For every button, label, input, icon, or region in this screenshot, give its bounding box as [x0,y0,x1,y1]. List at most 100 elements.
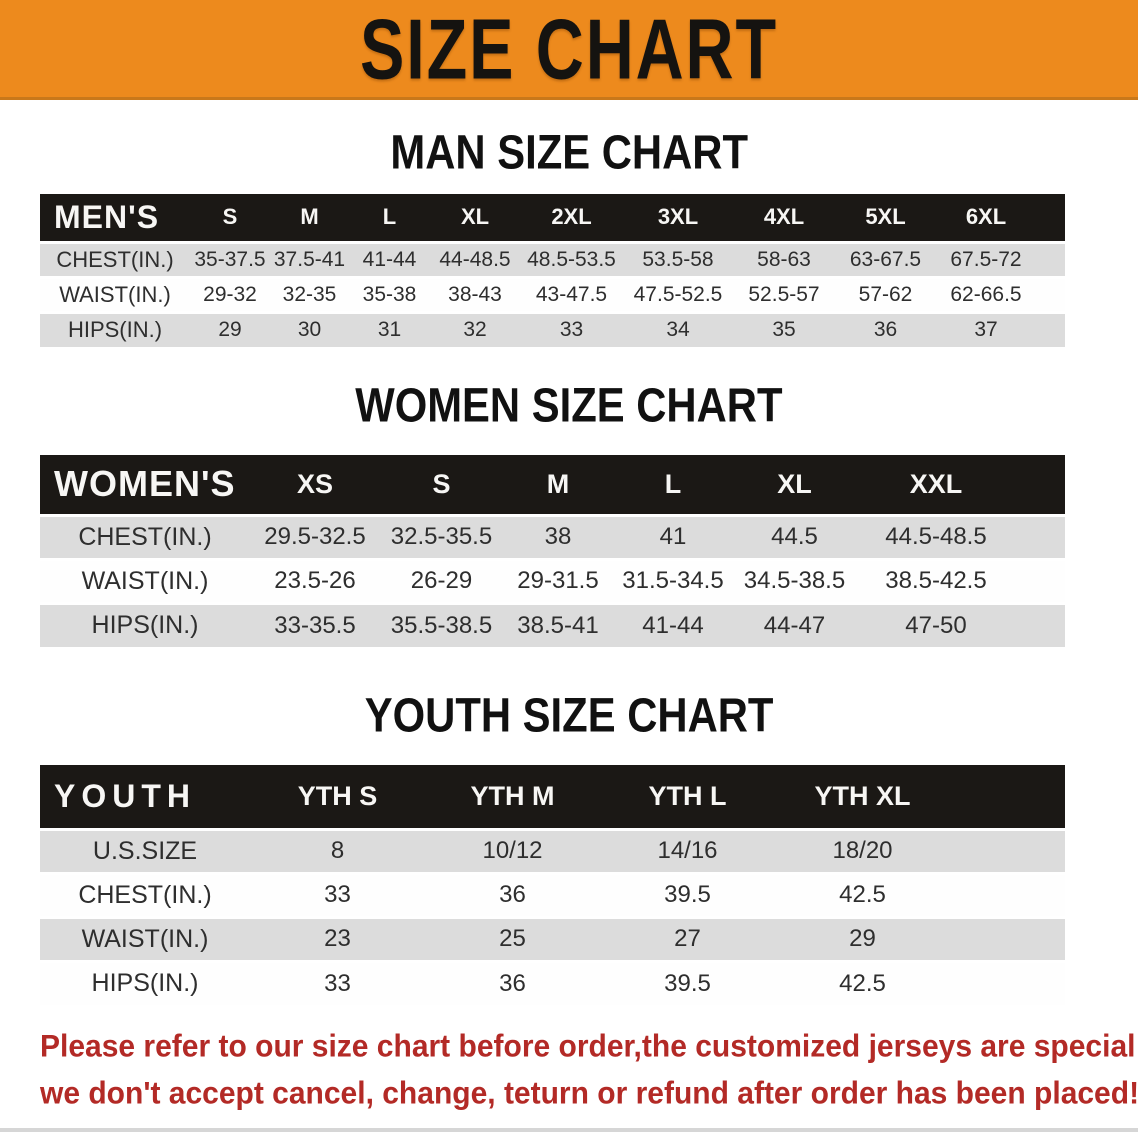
row-label: U.S.SIZE [92,836,198,865]
size-value: 38.5-41 [517,611,599,639]
size-value: 34 [666,318,690,342]
row-label: CHEST(IN.) [78,880,212,909]
size-value: 10/12 [482,837,543,864]
row-label: HIPS(IN.) [91,969,199,998]
size-value: 38-43 [448,282,502,306]
size-value: 29-31.5 [517,567,599,594]
column-header: XL [460,204,490,230]
size-value: 30 [297,318,322,342]
size-value: 53.5-58 [642,247,714,271]
disclaimer-note: Please refer to our size chart before or… [40,1023,1138,1117]
size-value: 35-38 [362,282,417,306]
youth-corner-label: YOUTH [54,777,196,814]
size-value: 63-67.5 [849,247,922,271]
women-heading-text: WOMEN SIZE CHART [355,378,783,433]
column-header: 5XL [865,204,906,230]
size-value: 44.5 [771,523,818,550]
column-header: M [546,468,570,499]
table-row: HIPS(IN.) 29 30 31 32 33 34 35 36 37 [40,312,1065,347]
column-header: YTH S [297,780,378,811]
size-value: 41-44 [642,611,704,639]
size-value: 25 [499,925,526,952]
size-value: 47-50 [905,611,967,639]
size-value: 33 [324,881,351,908]
size-value: 44-47 [763,611,826,639]
size-value: 35-37.5 [194,247,266,271]
column-header: S [222,204,238,230]
size-value: 57-62 [858,282,913,306]
table-row: CHEST(IN.) 35-37.5 37.5-41 41-44 44-48.5… [40,242,1065,277]
size-value: 41-44 [362,247,417,271]
size-value: 23 [324,925,351,952]
size-value: 27 [674,925,701,952]
table-row: U.S.SIZE 8 10/12 14/16 18/20 [40,829,1065,873]
table-row: CHEST(IN.) 33 36 39.5 42.5 [40,873,1065,917]
size-value: 33-35.5 [274,611,356,639]
table-row: HIPS(IN.) 33-35.5 35.5-38.5 38.5-41 41-4… [40,603,1065,647]
youth-section-heading: YOUTH SIZE CHART [0,688,1138,743]
size-value: 42.5 [839,881,886,908]
men-size-table: MEN'S S M L XL 2XL 3XL 4XL 5XL 6XL CHEST… [40,194,1065,347]
size-value: 32-35 [282,282,337,306]
column-header: XL [777,468,812,499]
table-spacer [950,873,1065,917]
size-value: 36 [499,969,526,997]
column-header: YTH L [648,780,727,811]
size-value: 29 [849,925,876,952]
column-header: YTH M [470,780,555,811]
row-label: HIPS(IN.) [91,611,199,640]
size-value: 32 [463,318,487,342]
row-label: WAIST(IN.) [81,566,209,595]
table-row: WAIST(IN.) 29-32 32-35 35-38 38-43 43-47… [40,277,1065,312]
banner-title: SIZE CHART [360,0,778,97]
size-value: 29-32 [203,282,257,306]
women-size-table: WOMEN'S XS S M L XL XXL CHEST(IN.) 29.5-… [40,455,1065,647]
table-spacer [950,961,1065,1005]
size-value: 52.5-57 [748,282,820,306]
size-value: 42.5 [839,969,886,997]
size-value: 36 [873,318,898,342]
size-value: 32.5-35.5 [390,523,493,550]
table-spacer [950,765,1065,829]
size-value: 35.5-38.5 [390,611,493,639]
table-spacer [1016,603,1065,647]
size-value: 41 [659,523,687,550]
size-value: 31 [377,318,402,342]
size-value: 44.5-48.5 [885,523,987,550]
column-header: XXL [909,468,963,499]
table-spacer [1016,455,1065,515]
size-value: 36 [499,881,526,908]
column-header: 2XL [551,204,592,230]
column-header: 3XL [657,204,699,230]
table-spacer [1036,194,1065,242]
table-row: WAIST(IN.) 23.5-26 26-29 29-31.5 31.5-34… [40,559,1065,603]
women-header-row: WOMEN'S XS S M L XL XXL [40,455,1065,515]
table-spacer [1036,312,1065,347]
table-spacer [950,917,1065,961]
size-value: 48.5-53.5 [527,247,616,271]
size-value: 67.5-72 [950,247,1022,271]
table-row: HIPS(IN.) 33 36 39.5 42.5 [40,961,1065,1005]
size-value: 31.5-34.5 [622,567,724,594]
column-header: XS [296,468,334,499]
table-spacer [1036,277,1065,312]
size-value: 43-47.5 [535,282,608,306]
men-heading-text: MAN SIZE CHART [390,125,748,180]
size-value: 39.5 [664,969,711,997]
men-header-row: MEN'S S M L XL 2XL 3XL 4XL 5XL 6XL [40,194,1065,242]
size-value: 35 [772,318,796,342]
youth-heading-text: YOUTH SIZE CHART [364,688,774,743]
size-value: 39.5 [664,881,711,908]
size-value: 47.5-52.5 [633,282,723,306]
women-section-heading: WOMEN SIZE CHART [0,378,1138,433]
men-section-heading: MAN SIZE CHART [0,125,1138,180]
size-value: 62-66.5 [950,282,1022,306]
table-spacer [1016,559,1065,603]
table-spacer [950,829,1065,873]
size-value: 44-48.5 [439,247,511,271]
column-header: 4XL [763,204,805,230]
row-label: HIPS(IN.) [67,317,163,343]
size-value: 34.5-38.5 [743,567,846,594]
table-spacer [1016,515,1065,559]
column-header: L [664,468,682,499]
